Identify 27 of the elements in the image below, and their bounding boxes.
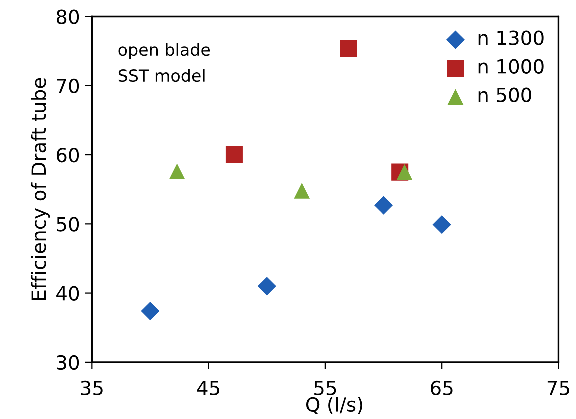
y-tick-label: 30 (57, 355, 80, 370)
x-tick-label: 55 (314, 381, 336, 396)
annotation: open blade (118, 43, 210, 60)
legend-label: n 1000 (478, 59, 544, 74)
point (432, 216, 452, 234)
y-tick-label: 40 (56, 286, 80, 301)
point (294, 183, 310, 199)
point (169, 164, 186, 180)
y-tick-label: 70 (57, 78, 80, 94)
point (340, 40, 358, 58)
point (141, 302, 160, 321)
point (258, 277, 276, 296)
point (226, 146, 243, 164)
x-tick-label: 75 (548, 381, 570, 396)
y-tick-label: 80 (56, 10, 80, 24)
x-tick-label: 65 (431, 380, 453, 396)
y-axis-title: Efficiency of Draft tube (31, 78, 50, 300)
point (396, 164, 413, 180)
y-tick-label: 60 (56, 148, 80, 163)
x-tick-label: 35 (81, 380, 103, 396)
annotation: SST model (118, 69, 205, 82)
y-tick-label: 50 (57, 217, 80, 232)
legend-label: n 500 (478, 88, 532, 103)
x-axis-title: Q (l/s) (306, 397, 362, 414)
x-tick-label: 45 (197, 381, 220, 396)
point (374, 196, 394, 215)
legend-label: n 1300 (478, 30, 544, 46)
